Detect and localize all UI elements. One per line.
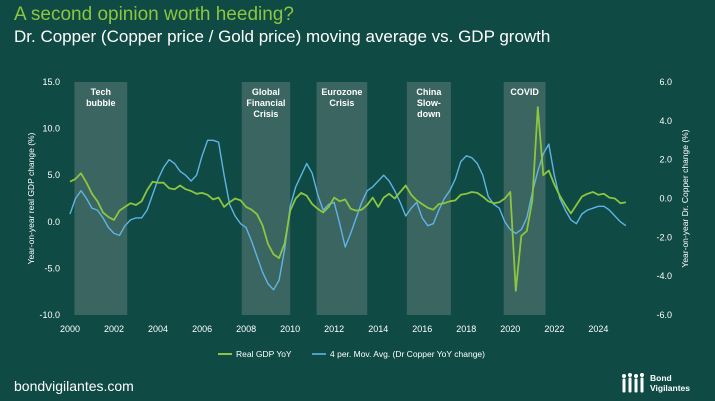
band-label-4-0: COVID: [510, 87, 539, 97]
band-label-3-0: China: [416, 87, 442, 97]
people-silhouette-icon: [622, 373, 644, 393]
x-tick-9: 2018: [456, 324, 476, 334]
band-label-0-0: Tech: [91, 87, 111, 97]
x-tick-3: 2006: [192, 324, 212, 334]
logo-line-1: Bond: [650, 373, 672, 383]
y-left-tick-2: 5.0: [47, 170, 60, 180]
y-right-tick-6: -6.0: [656, 310, 672, 320]
band-label-2-1: Crisis: [329, 98, 354, 108]
x-tick-2: 2004: [148, 324, 168, 334]
x-tick-11: 2022: [544, 324, 564, 334]
chart-subtitle: Dr. Copper (Copper price / Gold price) m…: [14, 27, 551, 46]
band-label-1-1: Financial: [246, 98, 285, 108]
y-left-tick-5: -10.0: [39, 310, 60, 320]
y-left-tick-4: -5.0: [44, 263, 60, 273]
y-right-label: Year-on-year Dr. Copper change (%): [680, 129, 690, 267]
band-label-3-1: Slow-: [417, 98, 441, 108]
gdp-series-line: [69, 106, 627, 292]
x-tick-6: 2012: [324, 324, 344, 334]
bond-vigilantes-logo: Bond Vigilantes: [620, 371, 710, 397]
band-label-1-2: Crisis: [253, 109, 278, 119]
y-right-tick-1: 4.0: [659, 116, 672, 126]
legend-copper-label: 4 per. Mov. Avg. (Dr Copper YoY change): [330, 349, 485, 359]
x-tick-12: 2024: [588, 324, 608, 334]
axes: 15.0 10.0 5.0 0.0 -5.0 -10.0 6.0 4.0 2.0 0.0 -2.0 -…: [26, 77, 690, 334]
y-right-tick-5: -4.0: [656, 271, 672, 281]
x-tick-1: 2002: [104, 324, 124, 334]
y-right-tick-4: -2.0: [656, 232, 672, 242]
y-right-tick-0: 6.0: [659, 77, 672, 87]
y-left-tick-3: 0.0: [47, 217, 60, 227]
y-left-label: Year-on-year real GDP change (%): [26, 132, 36, 264]
x-tick-8: 2016: [412, 324, 432, 334]
band-label-3-2: down: [417, 109, 441, 119]
band-label-2-0: Eurozone: [321, 87, 362, 97]
band-label-0-1: bubble: [86, 98, 116, 108]
x-tick-0: 2000: [60, 324, 80, 334]
band-0: [74, 82, 128, 315]
legend-gdp-label: Real GDP YoY: [236, 349, 292, 359]
crisis-bands: TechbubbleGlobalFinancialCrisisEurozoneC…: [74, 82, 546, 315]
x-tick-4: 2008: [236, 324, 256, 334]
x-tick-7: 2014: [368, 324, 388, 334]
legend: Real GDP YoY 4 per. Mov. Avg. (Dr Copper …: [218, 349, 485, 359]
x-tick-5: 2010: [280, 324, 300, 334]
chart-title: A second opinion worth heeding?: [14, 4, 294, 25]
y-right-tick-3: 0.0: [659, 194, 672, 204]
y-left-tick-1: 10.0: [42, 124, 60, 134]
band-label-1-0: Global: [252, 87, 280, 97]
y-left-tick-0: 15.0: [42, 77, 60, 87]
band-2: [316, 82, 368, 315]
logo-line-2: Vigilantes: [650, 383, 690, 393]
band-1: [241, 82, 291, 315]
footer-url[interactable]: bondvigilantes.com: [14, 378, 134, 394]
y-right-tick-2: 2.0: [659, 155, 672, 165]
x-tick-10: 2020: [500, 324, 520, 334]
series-lines: [69, 106, 627, 292]
